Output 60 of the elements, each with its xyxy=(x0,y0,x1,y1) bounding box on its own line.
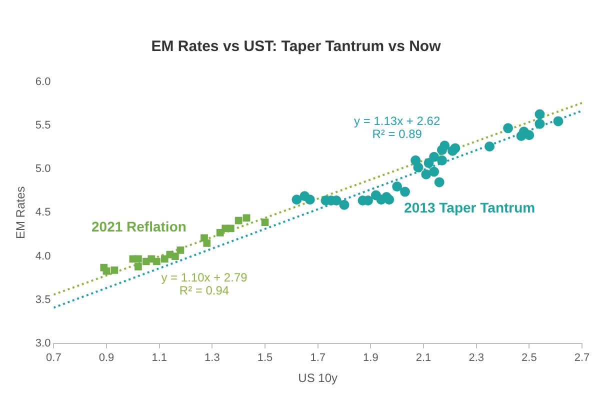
y-tick-label: 5.0 xyxy=(35,163,51,176)
point xyxy=(503,123,514,134)
point xyxy=(553,116,564,126)
point xyxy=(434,177,444,188)
point xyxy=(134,263,142,270)
point xyxy=(484,141,495,152)
point xyxy=(429,166,440,177)
point xyxy=(524,130,534,140)
point xyxy=(534,118,545,129)
x-tick-label: 1.7 xyxy=(310,352,326,364)
y-tick-label: 4.0 xyxy=(35,250,51,262)
point xyxy=(400,186,410,197)
annotation: R² = 0.89 xyxy=(372,126,422,141)
y-tick-label: 3.0 xyxy=(35,337,51,350)
point xyxy=(440,140,450,151)
point xyxy=(234,216,242,224)
x-tick-label: 1.3 xyxy=(204,352,220,364)
x-tick-label: 1.9 xyxy=(363,352,378,364)
point xyxy=(110,266,118,274)
x-tick-label: 0.7 xyxy=(46,352,62,364)
point xyxy=(384,194,394,205)
y-tick-label: 5.5 xyxy=(35,120,51,132)
y-tick-label: 4.5 xyxy=(35,206,51,219)
annotation: y = 1.10x + 2.79 xyxy=(161,270,248,284)
point xyxy=(421,169,432,180)
annotation: y = 1.13x + 2.62 xyxy=(354,114,440,128)
x-tick-label: 0.9 xyxy=(98,352,114,364)
annotation: R² = 0.94 xyxy=(179,283,230,298)
point xyxy=(176,246,184,254)
point xyxy=(153,258,160,266)
y-axis-title: EM Rates xyxy=(14,186,28,240)
point xyxy=(534,109,545,120)
x-tick-label: 2.3 xyxy=(468,352,484,364)
chart-title: EM Rates vs UST: Taper Tantrum vs Now xyxy=(151,38,442,56)
point xyxy=(429,152,440,162)
point xyxy=(424,158,434,168)
point xyxy=(203,240,211,247)
point xyxy=(261,218,269,226)
point xyxy=(392,182,402,192)
x-tick-label: 2.5 xyxy=(522,352,537,364)
x-tick-label: 1.1 xyxy=(152,352,167,364)
point xyxy=(226,224,234,232)
point xyxy=(292,194,302,205)
point xyxy=(304,194,315,205)
x-tick-label: 1.5 xyxy=(257,352,273,364)
point xyxy=(134,255,142,263)
x-tick-label: 2.7 xyxy=(574,352,590,364)
point xyxy=(450,143,460,154)
point xyxy=(172,252,179,260)
point xyxy=(413,162,424,172)
series-label: 2021 Reflation xyxy=(91,218,186,235)
x-tick-label: 2.1 xyxy=(416,352,432,364)
x-axis-title: US 10y xyxy=(298,371,338,386)
y-tick-label: 3.5 xyxy=(35,294,51,306)
point xyxy=(437,155,447,166)
series-label: 2013 Taper Tantrum xyxy=(404,200,536,216)
point xyxy=(102,267,110,275)
point xyxy=(339,200,350,210)
point xyxy=(242,214,250,222)
y-tick-label: 6.0 xyxy=(35,76,51,88)
